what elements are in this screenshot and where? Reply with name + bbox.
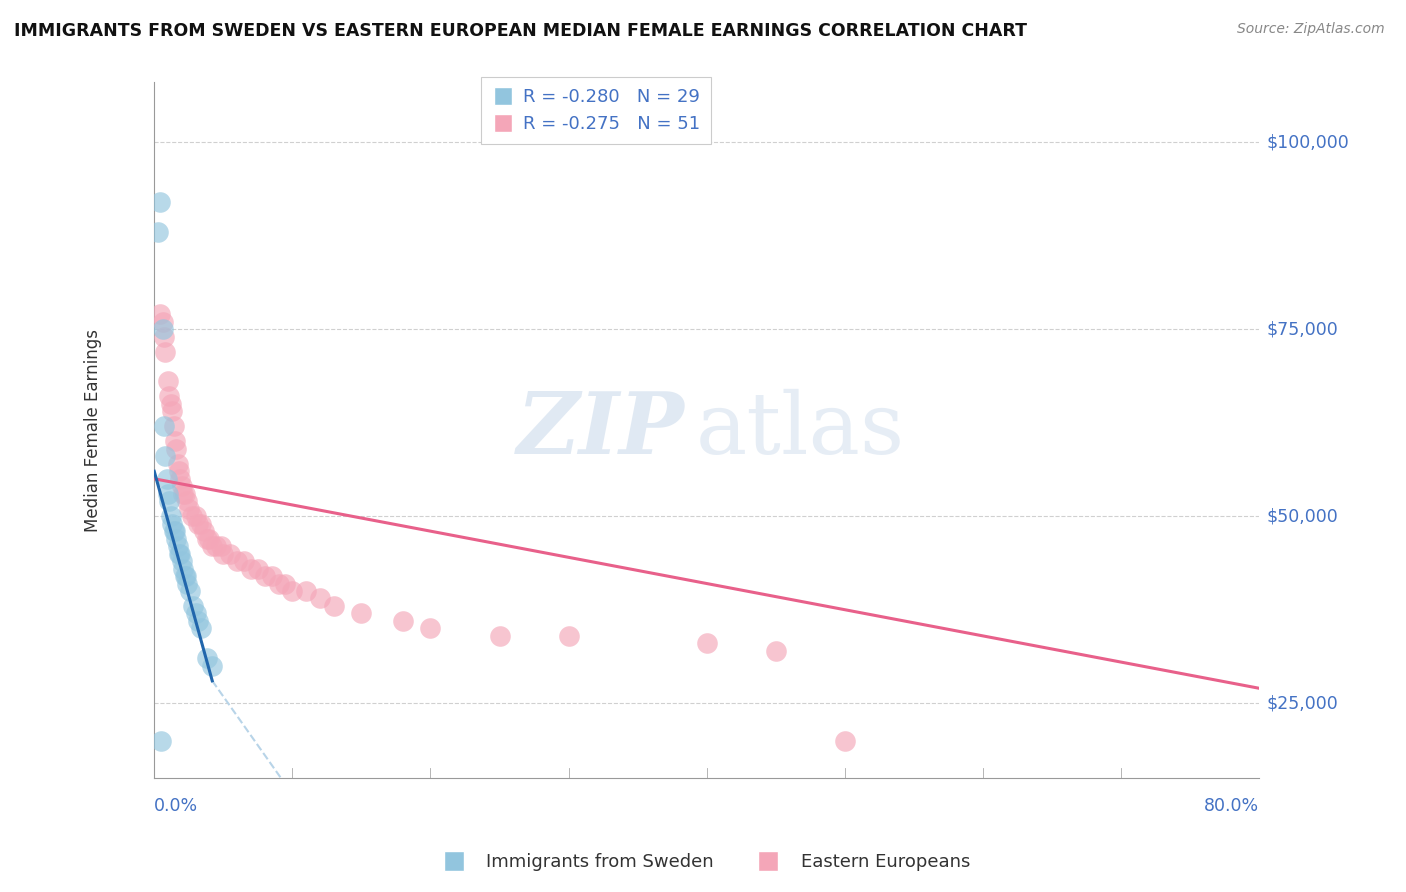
- Point: [162, 524, 184, 538]
- Point: [765, 644, 787, 658]
- Text: Source: ZipAtlas.com: Source: ZipAtlas.com: [1237, 22, 1385, 37]
- Point: [177, 501, 200, 516]
- Text: ZIP: ZIP: [517, 388, 685, 472]
- Point: [167, 464, 190, 478]
- Point: [166, 539, 188, 553]
- Point: [180, 509, 202, 524]
- Point: [172, 487, 194, 501]
- Point: [281, 584, 304, 599]
- Point: [557, 629, 579, 643]
- Point: [696, 636, 718, 650]
- Text: 80.0%: 80.0%: [1204, 797, 1260, 814]
- Point: [233, 554, 256, 568]
- Point: [167, 547, 190, 561]
- Point: [149, 194, 172, 209]
- Point: [488, 629, 510, 643]
- Point: [190, 622, 212, 636]
- Point: [201, 539, 224, 553]
- Point: [153, 329, 176, 343]
- Point: [419, 622, 441, 636]
- Point: [170, 554, 193, 568]
- Point: [159, 389, 181, 403]
- Point: [195, 532, 218, 546]
- Legend: Immigrants from Sweden, Eastern Europeans: Immigrants from Sweden, Eastern European…: [429, 847, 977, 879]
- Point: [163, 524, 186, 538]
- Point: [239, 561, 262, 575]
- Point: [267, 576, 290, 591]
- Point: [309, 591, 332, 606]
- Point: [162, 419, 184, 434]
- Point: [392, 614, 415, 628]
- Point: [159, 509, 181, 524]
- Text: Median Female Earnings: Median Female Earnings: [84, 328, 103, 532]
- Point: [157, 375, 180, 389]
- Point: [193, 524, 215, 538]
- Point: [179, 584, 201, 599]
- Point: [176, 576, 198, 591]
- Point: [195, 651, 218, 665]
- Point: [190, 516, 212, 531]
- Point: [165, 442, 187, 456]
- Point: [163, 434, 186, 449]
- Point: [176, 494, 198, 508]
- Point: [226, 554, 249, 568]
- Point: [187, 516, 209, 531]
- Point: [173, 487, 195, 501]
- Point: [201, 658, 224, 673]
- Point: [169, 472, 191, 486]
- Point: [246, 561, 269, 575]
- Point: [181, 599, 204, 613]
- Point: [209, 539, 232, 553]
- Point: [205, 539, 228, 553]
- Point: [170, 479, 193, 493]
- Point: [350, 607, 373, 621]
- Point: [322, 599, 344, 613]
- Point: [156, 472, 179, 486]
- Point: [174, 569, 197, 583]
- Point: [169, 547, 191, 561]
- Text: $25,000: $25,000: [1267, 694, 1339, 713]
- Point: [149, 307, 172, 321]
- Point: [160, 516, 183, 531]
- Point: [198, 532, 221, 546]
- Text: $50,000: $50,000: [1267, 508, 1339, 525]
- Text: IMMIGRANTS FROM SWEDEN VS EASTERN EUROPEAN MEDIAN FEMALE EARNINGS CORRELATION CH: IMMIGRANTS FROM SWEDEN VS EASTERN EUROPE…: [14, 22, 1026, 40]
- Point: [148, 225, 170, 239]
- Point: [157, 487, 180, 501]
- Point: [153, 419, 176, 434]
- Point: [184, 509, 207, 524]
- Point: [152, 322, 174, 336]
- Text: atlas: atlas: [696, 389, 905, 472]
- Point: [159, 397, 181, 411]
- Point: [184, 607, 207, 621]
- Point: [155, 344, 177, 359]
- Point: [260, 569, 283, 583]
- Point: [150, 733, 173, 747]
- Point: [219, 547, 242, 561]
- Point: [159, 494, 181, 508]
- Point: [274, 576, 297, 591]
- Point: [212, 547, 235, 561]
- Point: [187, 614, 209, 628]
- Point: [152, 315, 174, 329]
- Text: $100,000: $100,000: [1267, 133, 1348, 151]
- Point: [172, 561, 194, 575]
- Point: [166, 457, 188, 471]
- Point: [834, 733, 856, 747]
- Point: [165, 532, 187, 546]
- Point: [155, 450, 177, 464]
- Text: 0.0%: 0.0%: [155, 797, 198, 814]
- Point: [295, 584, 318, 599]
- Point: [173, 569, 195, 583]
- Point: [160, 404, 183, 418]
- Point: [253, 569, 276, 583]
- Text: $75,000: $75,000: [1267, 320, 1339, 338]
- Legend: R = -0.280   N = 29, R = -0.275   N = 51: R = -0.280 N = 29, R = -0.275 N = 51: [481, 78, 711, 144]
